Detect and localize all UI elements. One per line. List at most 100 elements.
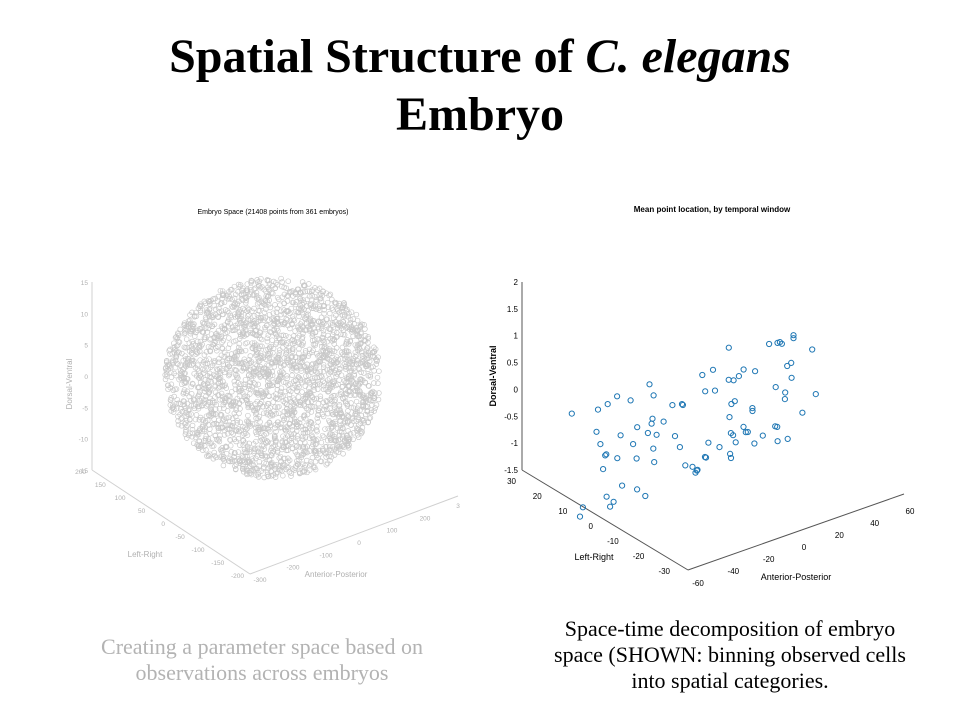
scatter-point <box>195 405 202 412</box>
scatter-point <box>240 454 246 460</box>
scatter-point <box>321 380 328 386</box>
scatter-point <box>339 344 346 351</box>
scatter-point <box>327 291 334 298</box>
scatter-point <box>653 431 660 438</box>
scatter-point <box>784 362 791 370</box>
scatter-point <box>376 368 382 374</box>
scatter-point <box>292 354 299 361</box>
scatter-point <box>195 384 202 390</box>
scatter-point <box>312 285 318 291</box>
scatter-point <box>248 284 254 291</box>
scatter-point <box>351 392 357 398</box>
scatter-point <box>343 325 350 331</box>
scatter-point <box>355 341 362 348</box>
chart-title: Mean point location, by temporal window <box>634 205 791 214</box>
scatter-point <box>368 364 374 371</box>
scatter-point <box>356 345 363 351</box>
scatter-point <box>679 401 686 409</box>
scatter-point <box>334 321 340 328</box>
scatter-point <box>257 314 264 321</box>
scatter-point <box>671 433 679 440</box>
scatter-point <box>669 402 676 409</box>
scatter-point <box>364 345 370 351</box>
scatter-point <box>170 357 176 364</box>
scatter-point <box>253 411 259 417</box>
scatter-point <box>289 445 296 451</box>
scatter-point <box>365 339 371 346</box>
scatter-point <box>306 346 313 353</box>
scatter-point <box>362 326 368 332</box>
scatter-point <box>731 398 738 405</box>
scatter-point <box>310 382 317 388</box>
scatter-point <box>346 324 353 330</box>
scatter-point <box>344 306 350 313</box>
scatter-point <box>318 325 325 332</box>
scatter-point <box>216 435 222 442</box>
scatter-point <box>232 463 238 469</box>
scatter-point <box>355 360 362 366</box>
scatter-point <box>249 404 255 411</box>
scatter-point <box>311 337 318 343</box>
scatter-point <box>300 339 306 346</box>
scatter-point <box>367 414 374 421</box>
scatter-point <box>260 465 267 472</box>
scatter-point <box>740 423 747 430</box>
scatter-point <box>291 338 298 344</box>
scatter-point <box>278 275 284 282</box>
scatter-point <box>205 452 212 459</box>
scatter-point <box>265 350 271 357</box>
scatter-point <box>251 340 258 346</box>
scatter-point <box>332 356 338 362</box>
scatter-point <box>274 305 281 312</box>
scatter-point <box>234 353 240 359</box>
scatter-point <box>244 459 251 466</box>
scatter-point <box>174 396 180 403</box>
scatter-point <box>246 372 252 378</box>
scatter-point <box>273 428 279 435</box>
scatter-point <box>676 444 683 451</box>
scatter-point <box>178 372 185 378</box>
scatter-point <box>276 410 282 416</box>
z-tick-group: 2 1.5 1 0.5 0 -0.5 -1 -1.5 <box>504 278 518 475</box>
scatter-point <box>211 416 217 422</box>
scatter-point <box>207 451 213 457</box>
scatter-point <box>602 452 609 459</box>
scatter-point <box>360 403 367 410</box>
scatter-point <box>633 455 640 462</box>
scatter-point <box>247 366 253 373</box>
scatter-point <box>326 431 333 438</box>
scatter-point <box>280 332 287 339</box>
scatter-point <box>259 436 265 443</box>
scatter-point <box>353 352 360 358</box>
scatter-point <box>357 393 364 399</box>
scatter-point <box>261 436 267 442</box>
scatter-point <box>171 344 178 350</box>
scatter-point <box>229 415 236 422</box>
scatter-point <box>175 330 181 336</box>
scatter-point <box>183 379 190 386</box>
scatter-point <box>172 357 179 364</box>
x-tick-label: 0 <box>802 543 807 552</box>
scatter-point <box>374 358 380 365</box>
scatter-point <box>318 439 325 446</box>
scatter-point <box>243 468 250 474</box>
scatter-point <box>236 400 243 406</box>
scatter-point <box>308 404 314 410</box>
scatter-point <box>168 374 175 381</box>
scatter-point <box>315 305 322 312</box>
scatter-point <box>281 284 287 291</box>
scatter-point <box>228 403 234 409</box>
scatter-point <box>237 442 243 448</box>
scatter-point <box>332 431 338 437</box>
scatter-point <box>326 417 332 424</box>
scatter-point <box>371 393 377 399</box>
scatter-point <box>187 328 194 335</box>
scatter-point <box>210 456 217 462</box>
scatter-point <box>190 381 196 387</box>
scatter-point <box>774 438 781 445</box>
scatter-point <box>327 326 333 333</box>
scatter-point <box>284 401 290 408</box>
scatter-point <box>182 409 189 416</box>
scatter-point <box>201 438 207 444</box>
scatter-point <box>213 421 220 427</box>
